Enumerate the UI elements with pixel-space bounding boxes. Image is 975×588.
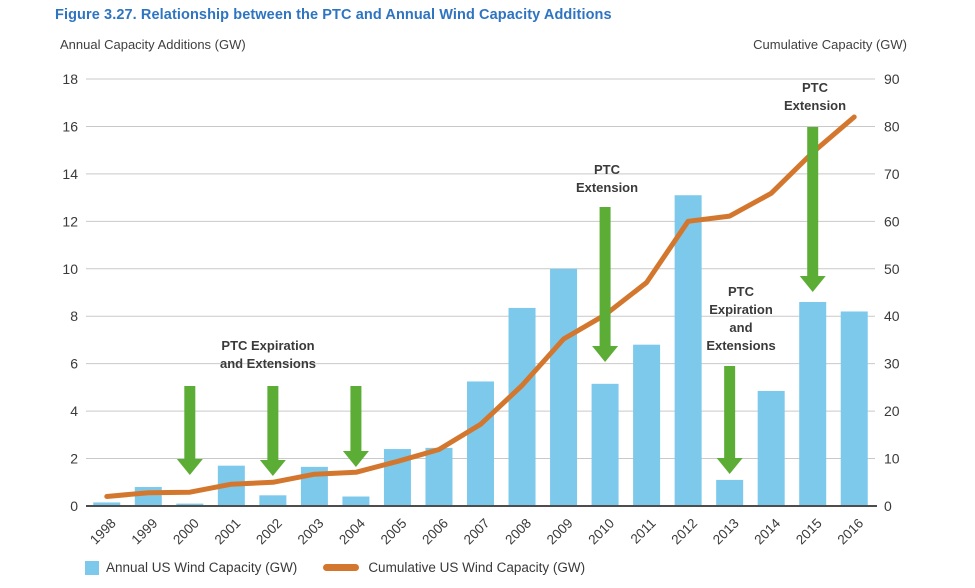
chart-annotation-1: PTC Expiration and Extensions xyxy=(219,338,317,371)
x-axis-label-2006: 2006 xyxy=(419,516,451,548)
left-axis-tick-label: 2 xyxy=(70,451,78,467)
bar-2004 xyxy=(342,496,370,506)
left-axis-tick-label: 6 xyxy=(70,356,78,372)
right-axis-tick-label: 0 xyxy=(884,498,892,514)
figure-title: Figure 3.27. Relationship between the PT… xyxy=(55,7,612,23)
bar-2014 xyxy=(757,390,785,506)
left-axis-tick-label: 0 xyxy=(70,498,78,514)
chart-annotation-2: PTC Extension xyxy=(575,162,639,195)
ptc-arrow-2010 xyxy=(592,207,619,362)
bar-2010 xyxy=(591,383,619,506)
x-axis-label-2013: 2013 xyxy=(710,516,742,548)
x-axis-label-2003: 2003 xyxy=(295,516,327,548)
bar-1999 xyxy=(134,487,162,506)
right-axis-tick-label: 70 xyxy=(884,166,900,182)
left-axis-tick-label: 16 xyxy=(62,118,78,134)
bar-2011 xyxy=(633,344,661,506)
x-axis-label-1999: 1999 xyxy=(129,516,161,548)
right-axis-tick-label: 20 xyxy=(884,403,900,419)
right-axis-tick-label: 40 xyxy=(884,308,900,324)
ptc-arrow-2002 xyxy=(259,386,286,476)
bar-2002 xyxy=(259,495,287,506)
left-axis-tick-label: 14 xyxy=(62,166,78,182)
right-axis-tick-label: 90 xyxy=(884,71,900,87)
bar-2015 xyxy=(799,301,827,506)
bar-1998 xyxy=(93,502,121,506)
left-axis-tick-label: 4 xyxy=(70,403,78,419)
x-axis-label-2016: 2016 xyxy=(835,516,867,548)
bar-2012 xyxy=(674,195,702,506)
chart-legend: Annual US Wind Capacity (GW) Cumulative … xyxy=(85,560,585,575)
right-axis-tick-label: 80 xyxy=(884,118,900,134)
x-axis-label-2011: 2011 xyxy=(628,516,659,547)
right-axis-tick-label: 30 xyxy=(884,356,900,372)
right-axis-title: Cumulative Capacity (GW) xyxy=(753,37,907,52)
right-axis-tick-label: 50 xyxy=(884,261,900,277)
bar-2000 xyxy=(176,503,204,506)
x-axis-label-2012: 2012 xyxy=(668,516,700,548)
left-axis-tick-label: 18 xyxy=(62,71,78,87)
ptc-arrow-2004 xyxy=(342,386,369,467)
bar-2016 xyxy=(840,311,868,506)
combo-chart: 0 0 2 10 4 20 6 30 8 40 10 50 12 60 14 70 16 80 18 90 1998 19… xyxy=(62,71,900,548)
right-axis-tick-label: 10 xyxy=(884,451,900,467)
x-axis-label-2015: 2015 xyxy=(793,516,825,548)
x-axis-label-2005: 2005 xyxy=(378,516,410,548)
ptc-arrow-2013 xyxy=(716,366,743,474)
ptc-arrow-2015 xyxy=(799,127,826,292)
ptc-arrow-2000 xyxy=(176,386,203,475)
x-axis-label-2010: 2010 xyxy=(585,516,617,548)
x-axis-label-1998: 1998 xyxy=(87,516,119,548)
x-axis-label-2001: 2001 xyxy=(212,516,244,548)
legend-bar-label: Annual US Wind Capacity (GW) xyxy=(106,560,298,575)
right-axis-tick-label: 60 xyxy=(884,213,900,229)
x-axis-label-2008: 2008 xyxy=(502,516,534,548)
chart-annotation-3: PTC Expiration and Extensions xyxy=(706,284,776,353)
bar-2013 xyxy=(716,479,744,506)
legend-line-label: Cumulative US Wind Capacity (GW) xyxy=(368,560,586,575)
left-axis-tick-label: 8 xyxy=(70,308,78,324)
left-axis-title: Annual Capacity Additions (GW) xyxy=(60,37,246,52)
x-axis-label-2004: 2004 xyxy=(336,515,368,547)
left-axis-tick-label: 10 xyxy=(62,261,78,277)
x-axis-label-2009: 2009 xyxy=(544,516,576,548)
chart-annotation-4: PTC Extension xyxy=(783,80,847,113)
x-axis-label-2014: 2014 xyxy=(751,515,783,547)
left-axis-tick-label: 12 xyxy=(62,213,78,229)
x-axis-label-2007: 2007 xyxy=(461,516,493,548)
bar-2008 xyxy=(508,307,536,506)
legend-line-swatch xyxy=(323,564,360,571)
bar-2006 xyxy=(425,447,453,506)
bar-2007 xyxy=(467,381,494,506)
cumulative-capacity-line xyxy=(104,114,857,499)
legend-bar-swatch xyxy=(85,560,99,575)
x-axis-label-2000: 2000 xyxy=(170,516,202,548)
x-axis-label-2002: 2002 xyxy=(253,516,285,548)
bar-2009 xyxy=(550,268,578,506)
